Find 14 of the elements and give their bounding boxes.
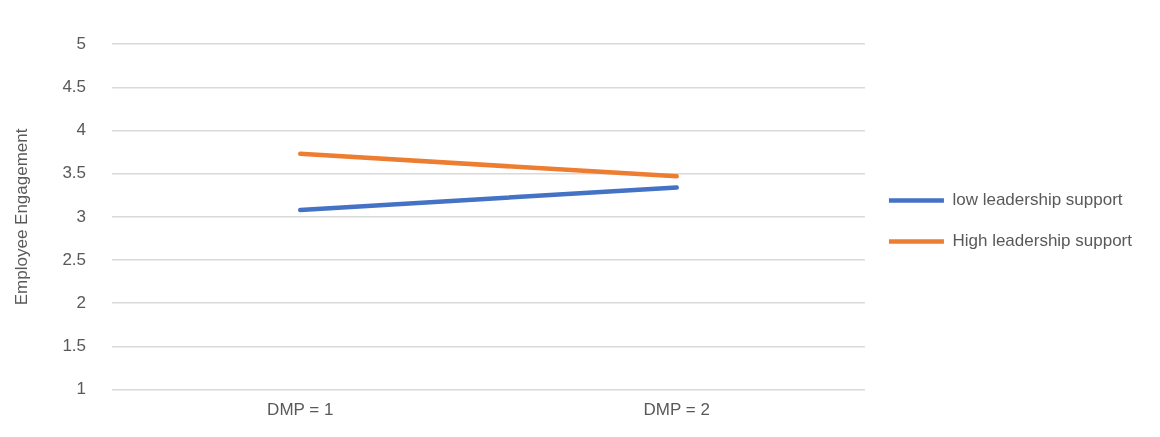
y-tick-label: 2: [76, 292, 87, 312]
y-tick-label: 4: [76, 120, 87, 140]
legend-label: High leadership support: [952, 231, 1133, 251]
y-tick-label: 5: [76, 33, 87, 53]
y-tick-label: 1: [76, 379, 87, 399]
y-tick-label: 3: [76, 206, 87, 226]
y-tick-label: 1.5: [62, 336, 87, 356]
x-tick-label: DMP = 2: [643, 400, 710, 420]
legend-label: low leadership support: [952, 190, 1123, 210]
x-tick-label: DMP = 1: [267, 400, 334, 420]
y-tick-label: 3.5: [62, 163, 87, 183]
y-tick-label: 4.5: [62, 77, 87, 97]
y-tick-label: 2.5: [62, 249, 87, 269]
y-axis-title: Employee Engagement: [11, 128, 31, 306]
